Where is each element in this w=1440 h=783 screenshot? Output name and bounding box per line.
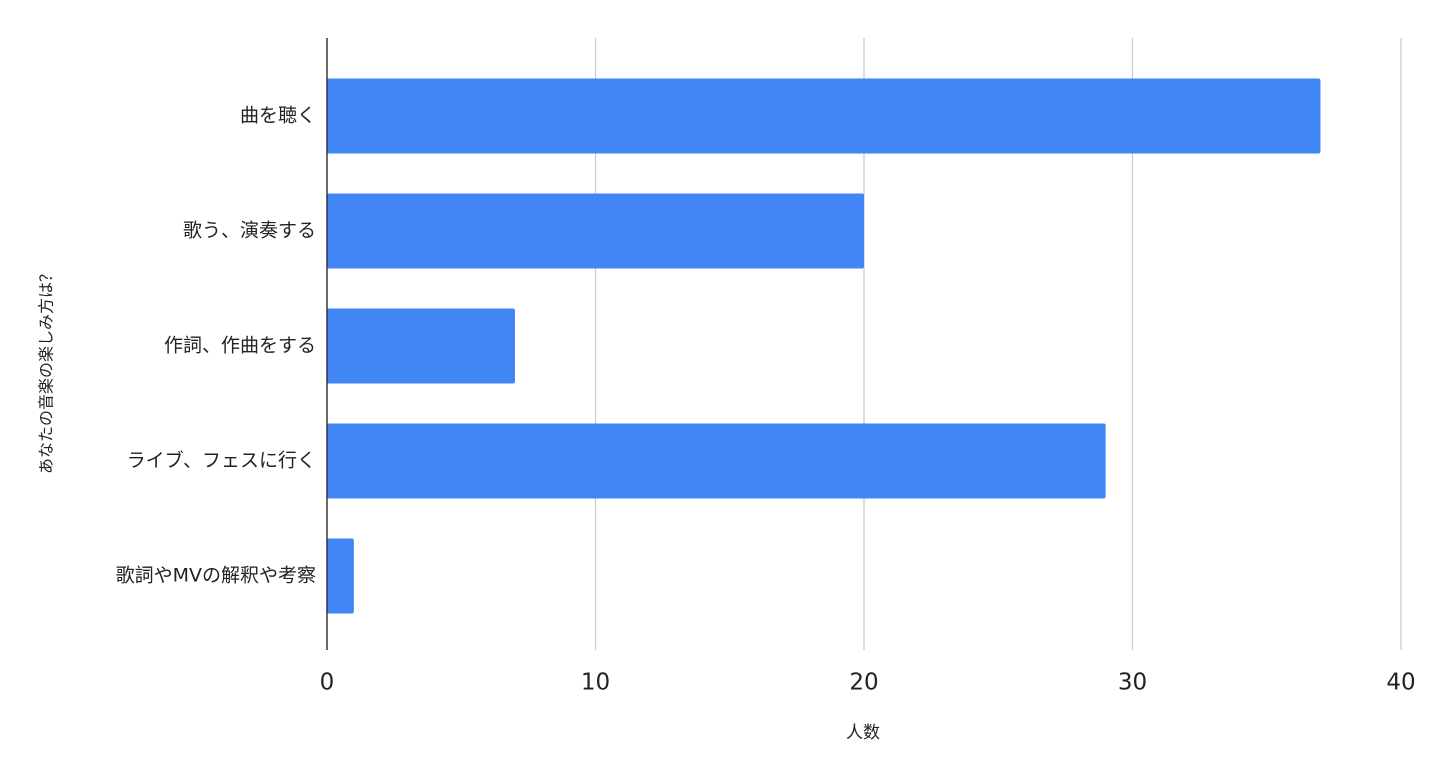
bar — [327, 78, 1321, 154]
x-tick-label: 0 — [320, 670, 335, 696]
bar — [327, 538, 354, 614]
y-tick-label: 曲を聴く — [240, 105, 316, 127]
x-tick-label: 40 — [1386, 670, 1415, 696]
bar — [327, 308, 515, 384]
y-axis-label: あなたの音楽の楽しみ方は？ — [37, 266, 56, 474]
x-tick-label: 20 — [849, 670, 878, 696]
x-axis-label: 人数 — [846, 723, 880, 743]
bar — [327, 423, 1106, 499]
y-tick-label: 作詞、作曲をする — [164, 335, 316, 357]
x-tick-label: 10 — [581, 670, 610, 696]
x-tick-label: 30 — [1118, 670, 1147, 696]
bar — [327, 193, 864, 269]
y-tick-label: 歌詞やMVの解釈や考察 — [116, 565, 316, 587]
y-tick-label: ライブ、フェスに行く — [127, 449, 316, 472]
y-tick-label: 歌う、演奏する — [183, 220, 316, 242]
